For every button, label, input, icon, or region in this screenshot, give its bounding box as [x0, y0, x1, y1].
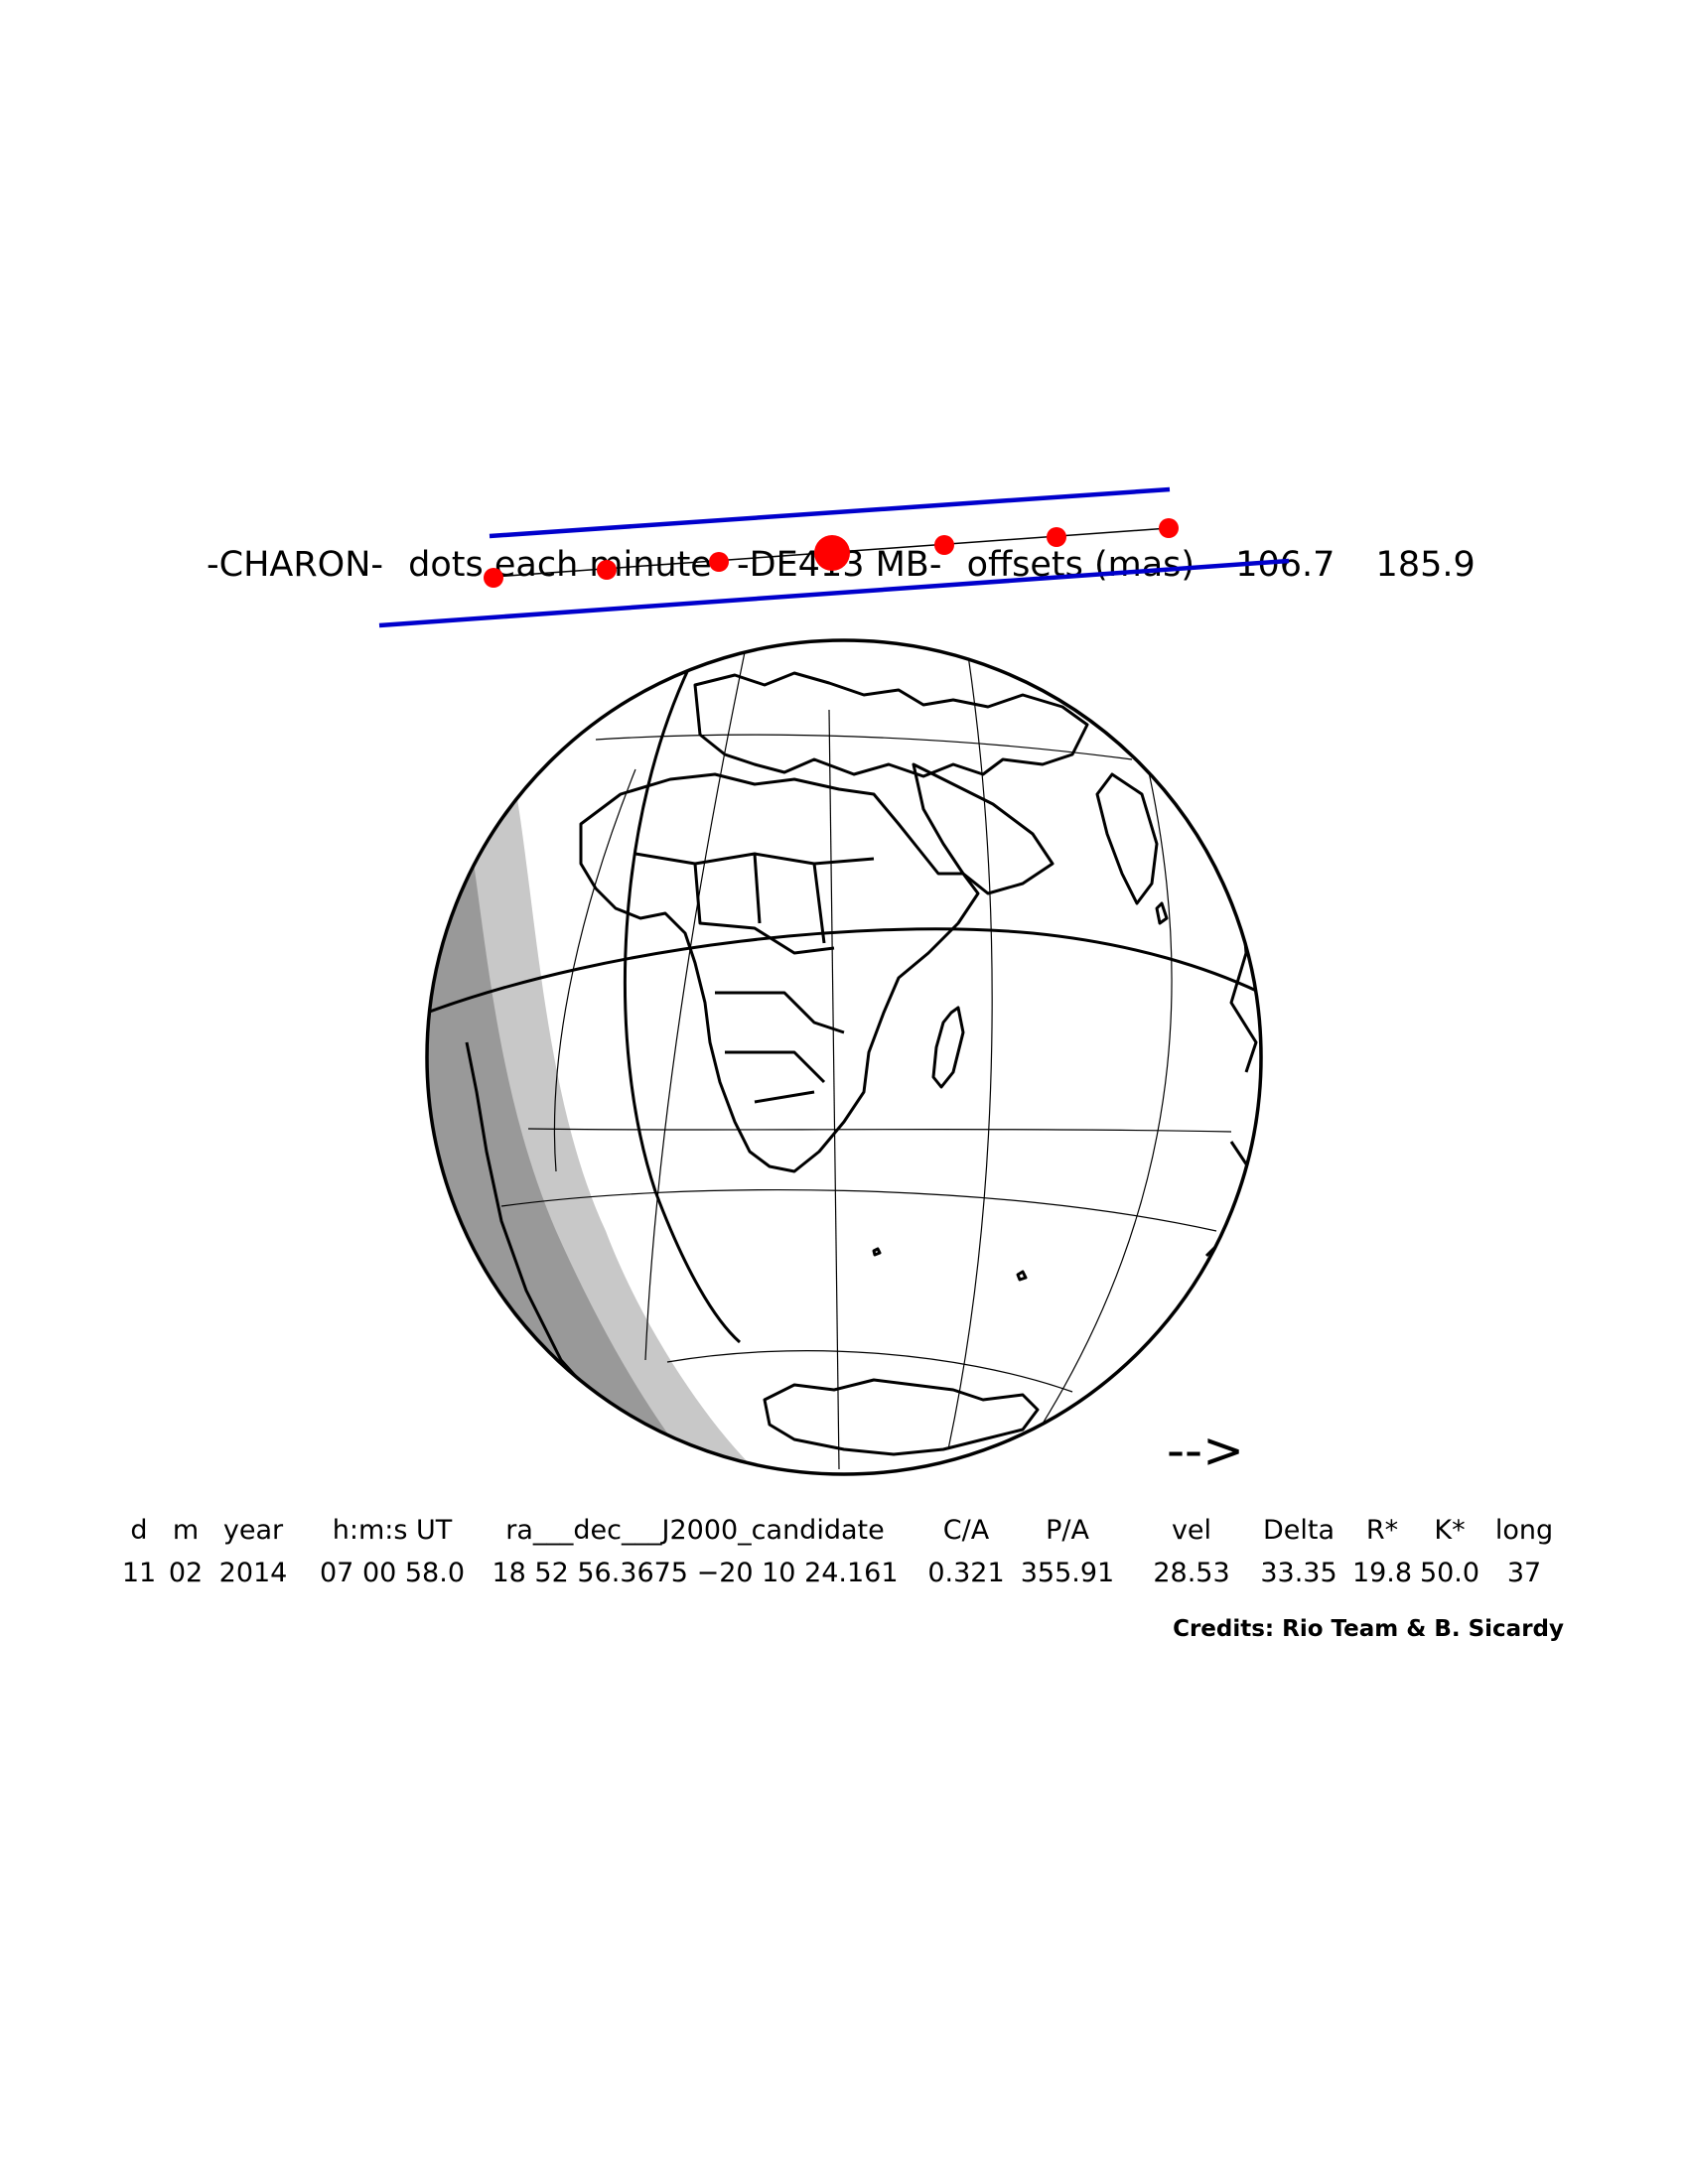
- madagascar-outline: [931, 1006, 965, 1089]
- graticule: [500, 651, 1232, 1470]
- table-value-year: 2014: [219, 1558, 288, 1588]
- table-value-k: 50.0: [1420, 1558, 1479, 1588]
- minute-dot: [709, 552, 729, 572]
- motion-arrow: -->: [1167, 1422, 1244, 1479]
- antarctica-outline: [763, 1378, 1040, 1456]
- table-value-ca: 0.321: [927, 1558, 1004, 1588]
- africa-outline: [579, 772, 980, 1173]
- table-header-ca: C/A: [943, 1515, 990, 1546]
- table-header-pa: P/A: [1046, 1515, 1089, 1546]
- minute-dot: [1047, 527, 1066, 547]
- minute-dot: [597, 560, 617, 580]
- table-value-long: 37: [1507, 1558, 1541, 1588]
- globe-outline: [425, 638, 1263, 1476]
- minute-dot: [1159, 518, 1179, 538]
- table-value-m: 02: [169, 1558, 203, 1588]
- table-header-r: R*: [1366, 1515, 1398, 1546]
- table-value-r: 19.8: [1352, 1558, 1412, 1588]
- table-value-pa: 355.91: [1021, 1558, 1114, 1588]
- minute-dot: [934, 535, 954, 555]
- equator: [427, 927, 1261, 1015]
- occultation-table: d m year h:m:s UT ra___dec___J2000_candi…: [122, 1515, 1553, 1588]
- table-value-time: 07 00 58.0: [320, 1558, 465, 1588]
- table-value-vel: 28.53: [1153, 1558, 1229, 1588]
- shadow-north-limit: [489, 486, 1171, 539]
- minute-dot: [484, 568, 503, 588]
- table-header-k: K*: [1434, 1515, 1465, 1546]
- offset-dec: 185.9: [1376, 545, 1476, 585]
- closest-approach-dot: [814, 535, 850, 571]
- credits: Credits: Rio Team & B. Sicardy: [1173, 1616, 1564, 1642]
- table-value-coords: 18 52 56.3675 −20 10 24.161: [492, 1558, 898, 1588]
- shadow-south-limit: [378, 558, 1290, 628]
- table-header-delta: Delta: [1263, 1515, 1335, 1546]
- night-zone: [427, 695, 755, 1474]
- minute-dots: [484, 518, 1179, 588]
- deep-night-zone: [427, 754, 695, 1474]
- offsets-label: offsets (mas): [967, 545, 1195, 585]
- object-name: -CHARON-: [207, 545, 383, 585]
- india-outline: [1095, 772, 1159, 905]
- arabia-outline: [912, 762, 1055, 895]
- europe-outline: [693, 671, 1089, 778]
- table-value-delta: 33.35: [1260, 1558, 1336, 1588]
- globe: [425, 638, 1263, 1476]
- table-header-coords: ra___dec___J2000_candidate: [505, 1515, 884, 1546]
- table-header-time: h:m:s UT: [333, 1515, 453, 1546]
- table-value-d: 11: [122, 1558, 156, 1588]
- table-header-long: long: [1495, 1515, 1553, 1546]
- table-header-year: year: [223, 1515, 284, 1546]
- table-header-vel: vel: [1172, 1515, 1211, 1546]
- table-header-d: d: [130, 1515, 147, 1546]
- table-header-m: m: [173, 1515, 199, 1546]
